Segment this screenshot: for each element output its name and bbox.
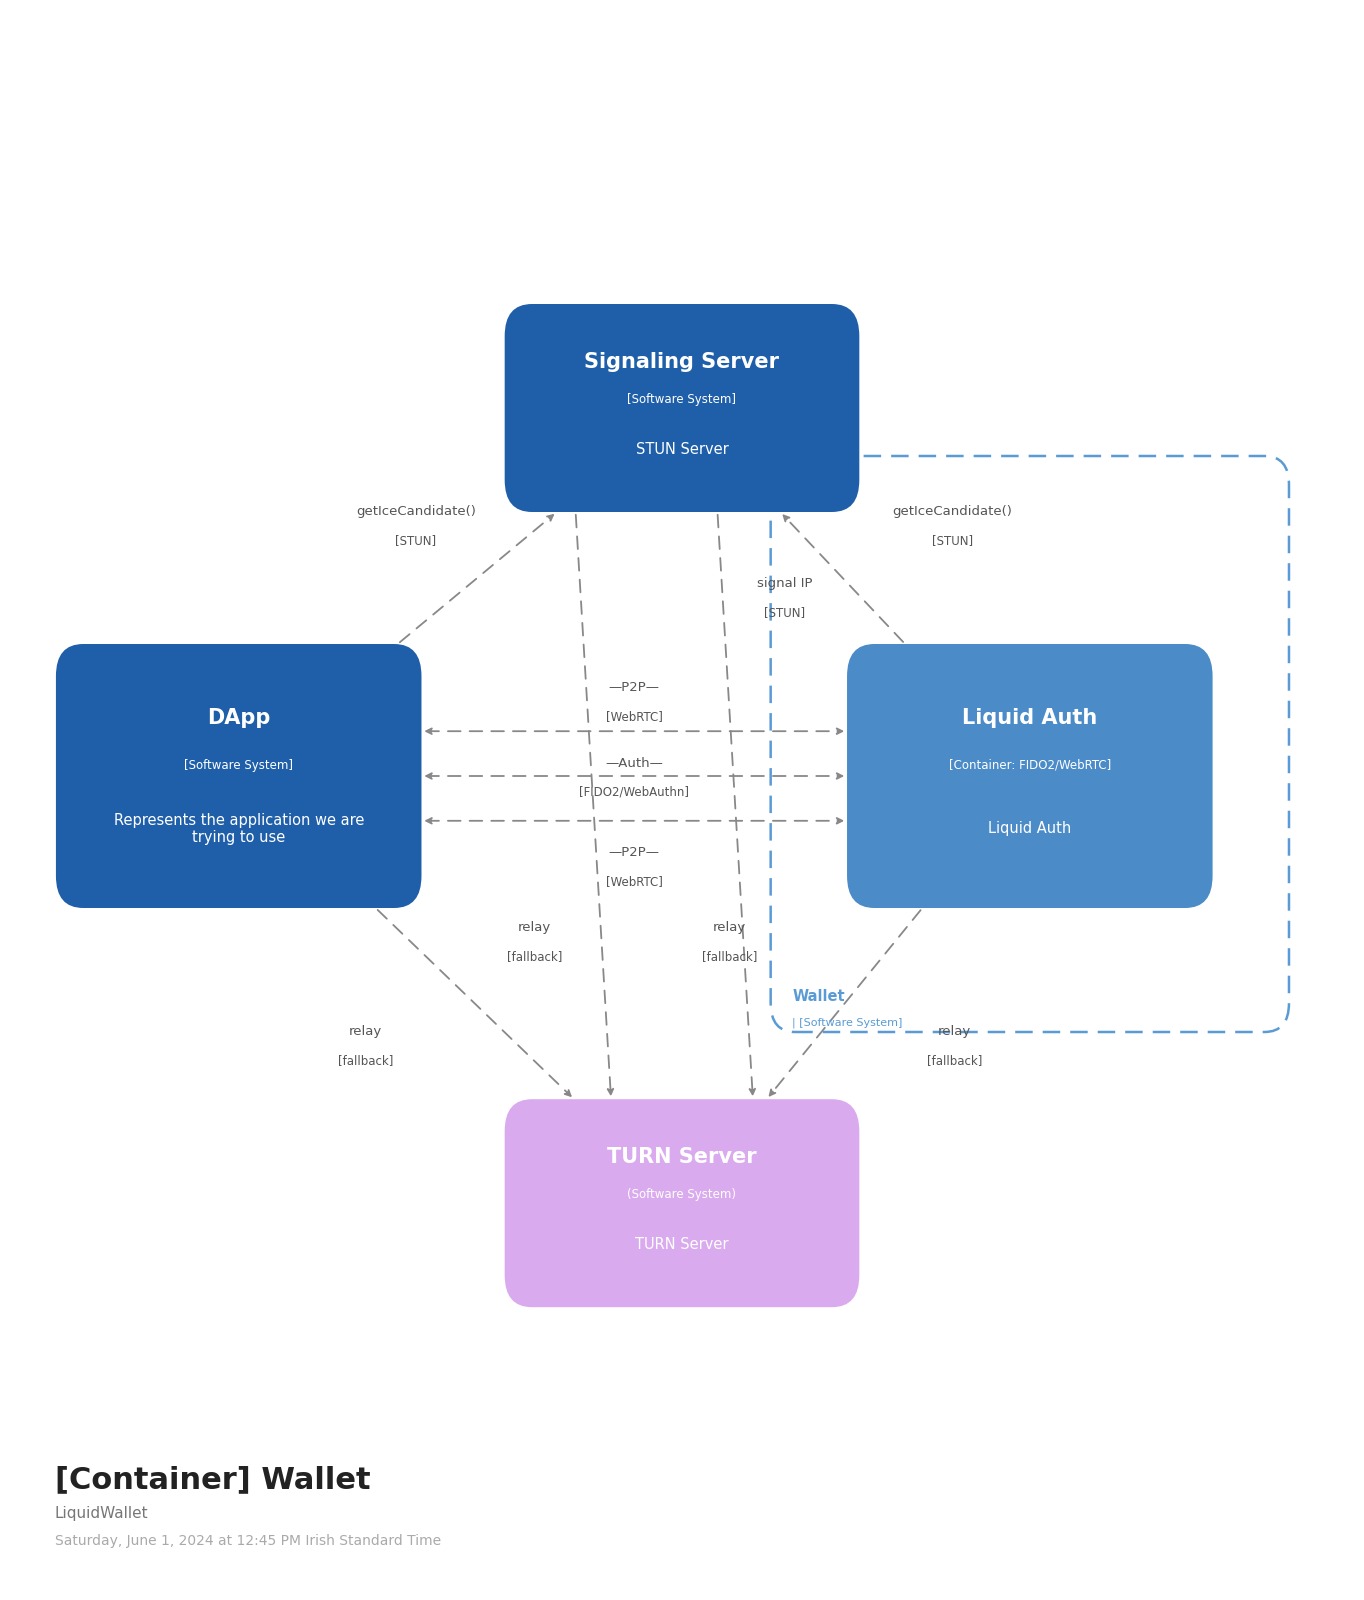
Text: [Software System]: [Software System]	[184, 758, 293, 771]
Text: [WebRTC]: [WebRTC]	[606, 710, 663, 723]
Text: | [Software System]: | [Software System]	[792, 1018, 903, 1027]
Text: getIceCandidate(): getIceCandidate()	[356, 506, 476, 518]
Text: [STUN]: [STUN]	[396, 534, 436, 547]
Text: DApp: DApp	[207, 707, 270, 728]
Text: Represents the application we are
trying to use: Represents the application we are trying…	[113, 813, 364, 845]
FancyBboxPatch shape	[505, 1099, 859, 1307]
FancyBboxPatch shape	[505, 304, 859, 512]
Text: relay: relay	[518, 922, 551, 934]
Text: —Auth—: —Auth—	[606, 757, 663, 770]
Text: Liquid Auth: Liquid Auth	[962, 707, 1098, 728]
Text: [fallback]: [fallback]	[507, 950, 562, 963]
Text: [WebRTC]: [WebRTC]	[606, 875, 663, 888]
Text: relay: relay	[938, 1026, 971, 1038]
Text: [STUN]: [STUN]	[764, 606, 805, 619]
Text: Signaling Server: Signaling Server	[585, 352, 779, 373]
Text: getIceCandidate(): getIceCandidate()	[892, 506, 1012, 518]
Text: TURN Server: TURN Server	[607, 1147, 757, 1168]
Text: [fallback]: [fallback]	[702, 950, 757, 963]
Text: Liquid Auth: Liquid Auth	[988, 821, 1072, 837]
Text: —P2P—: —P2P—	[608, 682, 660, 694]
FancyBboxPatch shape	[847, 643, 1213, 909]
Text: [Container] Wallet: [Container] Wallet	[55, 1466, 370, 1494]
Text: —P2P—: —P2P—	[608, 846, 660, 859]
Text: (Software System): (Software System)	[627, 1189, 737, 1202]
Text: Wallet: Wallet	[792, 989, 846, 1005]
Text: signal IP: signal IP	[757, 578, 812, 590]
Text: Saturday, June 1, 2024 at 12:45 PM Irish Standard Time: Saturday, June 1, 2024 at 12:45 PM Irish…	[55, 1534, 441, 1547]
FancyBboxPatch shape	[56, 643, 421, 909]
Text: [Container: FIDO2/WebRTC]: [Container: FIDO2/WebRTC]	[949, 758, 1110, 771]
Text: LiquidWallet: LiquidWallet	[55, 1506, 149, 1522]
Text: relay: relay	[349, 1026, 382, 1038]
Text: [fallback]: [fallback]	[928, 1054, 982, 1067]
Text: relay: relay	[713, 922, 746, 934]
Text: TURN Server: TURN Server	[636, 1237, 728, 1253]
Text: [FIDO2/WebAuthn]: [FIDO2/WebAuthn]	[580, 786, 689, 798]
Text: [fallback]: [fallback]	[338, 1054, 393, 1067]
Text: [STUN]: [STUN]	[932, 534, 973, 547]
Text: [Software System]: [Software System]	[627, 394, 737, 406]
Text: STUN Server: STUN Server	[636, 442, 728, 458]
